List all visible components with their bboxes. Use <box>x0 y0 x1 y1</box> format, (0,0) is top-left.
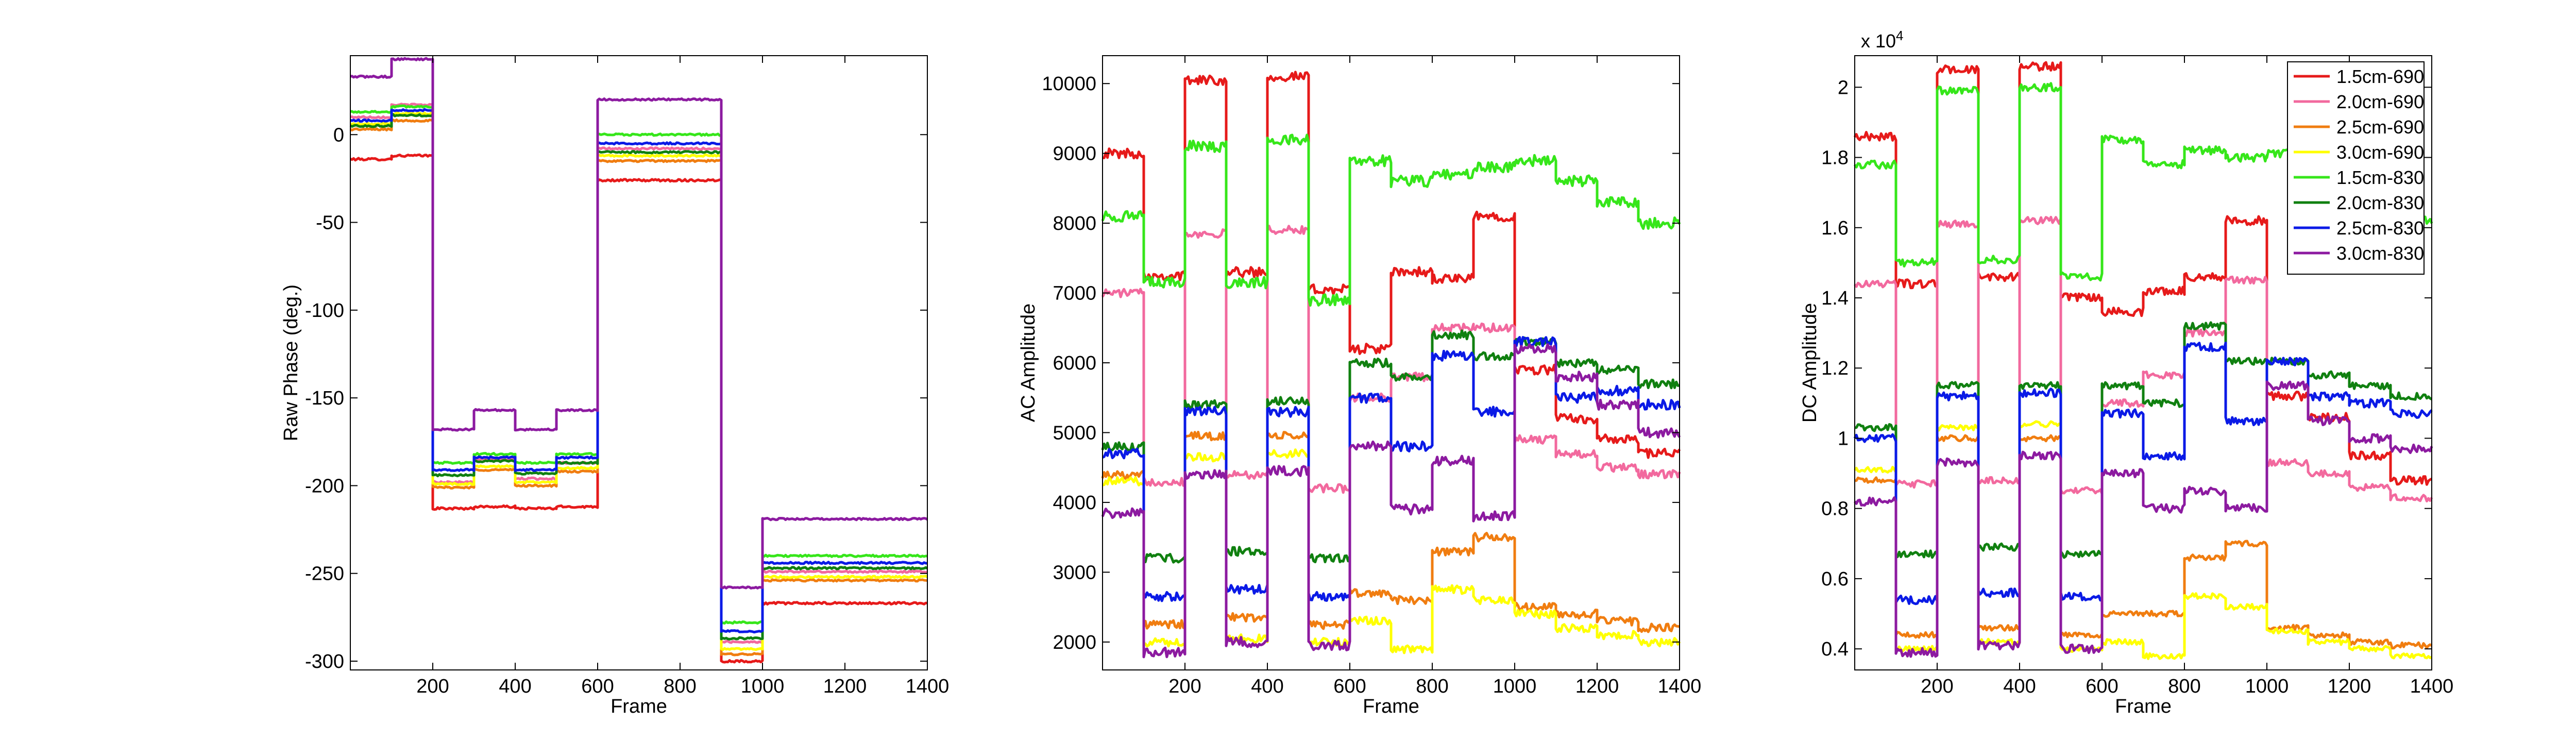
series-line-1.5cm-830 <box>1101 133 1681 307</box>
dc-amplitude-ytick-label: 0.8 <box>1821 498 1849 520</box>
ac-amplitude-axes-box <box>1102 55 1680 670</box>
dc-amplitude-ytick-label: 1 <box>1838 428 1849 449</box>
raw-phase-ticks: 200 400 600 800 1000 1200 1400 0 -50 -100 -150 -200… <box>305 56 949 697</box>
series-line-3.0cm-830 <box>1101 343 1681 659</box>
dc-amplitude-xtick-label: 400 <box>2003 676 2036 697</box>
raw-phase-ytick-label: -250 <box>305 563 344 585</box>
dc-amplitude-xtick-label: 1400 <box>2410 676 2454 697</box>
ac-amplitude-xtick-label: 600 <box>1333 676 1366 697</box>
series-line-2.0cm-830 <box>349 113 928 641</box>
dc-amplitude-xtick-label: 1200 <box>2328 676 2371 697</box>
raw-phase-xtick-label: 1000 <box>741 676 785 697</box>
legend-label-2.5cm-830: 2.5cm-830 <box>2336 217 2424 239</box>
raw-phase-xtick-label: 200 <box>416 676 449 697</box>
legend: 1.5cm-690 2.0cm-690 2.5cm-690 3.0cm-690 1.5c… <box>2287 61 2425 275</box>
series-line-3.0cm-690 <box>350 111 928 651</box>
raw-phase-ytick-label: -50 <box>316 212 344 234</box>
ac-amplitude-ticks: 200 400 600 800 1000 1200 1400 2000 3000 4000 5000… <box>1042 56 1701 697</box>
series-line-2.5cm-830 <box>1102 335 1681 602</box>
dc-amplitude-lines <box>1853 61 2433 660</box>
raw-phase-xtick-label: 800 <box>664 676 696 697</box>
dc-amplitude-ytick-label: 1.2 <box>1821 358 1849 379</box>
series-line-2.0cm-830 <box>1101 329 1680 564</box>
legend-items: 1.5cm-690 2.0cm-690 2.5cm-690 3.0cm-690 1.5c… <box>2294 66 2424 264</box>
series-line-2.5cm-690 <box>349 118 928 657</box>
raw-phase-xtick-label: 1400 <box>906 676 950 697</box>
series-line-2.5cm-830 <box>350 108 928 634</box>
ac-amplitude-ytick-label: 2000 <box>1053 632 1096 653</box>
legend-label-2.5cm-690: 2.5cm-690 <box>2336 116 2424 138</box>
ac-amplitude-xlabel: Frame <box>1363 696 1419 717</box>
dc-amplitude-ticks: 200 400 600 800 1000 1200 1400 0.4 0.6 0.8 1 1.2 1.4… <box>1821 56 2453 697</box>
series-line-2.5cm-830 <box>1853 341 2433 606</box>
series-line-3.0cm-830 <box>350 57 928 590</box>
dc-amplitude-xlabel: Frame <box>2115 696 2172 717</box>
dc-amplitude-xtick-label: 1000 <box>2245 676 2289 697</box>
raw-phase-ytick-label: -300 <box>305 651 344 673</box>
dc-amplitude-subplot: 200 400 600 800 1000 1200 1400 0.4 0.6 0.8 1 1.2 1.4… <box>1799 28 2453 717</box>
raw-phase-axes-box <box>350 55 928 670</box>
raw-phase-lines <box>349 57 928 664</box>
ac-amplitude-ytick-label: 5000 <box>1053 422 1096 444</box>
ac-amplitude-ytick-label: 7000 <box>1053 283 1096 305</box>
ac-amplitude-xtick-label: 1400 <box>1658 676 1702 697</box>
legend-label-3.0cm-830: 3.0cm-830 <box>2336 243 2424 264</box>
dc-amplitude-ytick-label: 1.8 <box>1821 147 1849 169</box>
series-line-1.5cm-690 <box>1102 71 1681 459</box>
ac-amplitude-ytick-label: 3000 <box>1053 562 1096 583</box>
ac-amplitude-xtick-label: 200 <box>1168 676 1201 697</box>
ac-amplitude-subplot: 200 400 600 800 1000 1200 1400 2000 3000 4000 5000… <box>1018 55 1701 717</box>
series-line-1.5cm-830 <box>350 104 928 625</box>
series-line-1.5cm-690 <box>350 153 928 664</box>
dc-amplitude-ylabel: DC Amplitude <box>1799 303 1821 423</box>
raw-phase-xlabel: Frame <box>611 696 667 717</box>
legend-label-1.5cm-690: 1.5cm-690 <box>2336 66 2424 87</box>
series-line-2.0cm-690 <box>1101 225 1681 494</box>
series-line-3.0cm-830 <box>1853 380 2433 658</box>
dc-amplitude-ytick-label: 1.4 <box>1821 288 1849 309</box>
dc-amplitude-xtick-label: 200 <box>1921 676 1953 697</box>
raw-phase-ylabel: Raw Phase (deg.) <box>280 284 302 441</box>
series-line-3.0cm-690 <box>1102 448 1681 654</box>
ac-amplitude-ytick-label: 10000 <box>1042 73 1096 95</box>
dc-amplitude-exponent: x 104 <box>1861 28 1904 52</box>
dc-amplitude-ytick-label: 0.6 <box>1821 568 1849 590</box>
legend-label-1.5cm-830: 1.5cm-830 <box>2336 167 2424 188</box>
raw-phase-ytick-label: -100 <box>305 300 344 322</box>
dc-amplitude-xtick-label: 800 <box>2168 676 2200 697</box>
raw-phase-ytick-label: -200 <box>305 475 344 497</box>
dc-amplitude-axes-box <box>1854 55 2432 670</box>
dc-amplitude-ytick-label: 1.6 <box>1821 217 1849 239</box>
ac-amplitude-ytick-label: 9000 <box>1053 143 1096 165</box>
series-line-2.0cm-830 <box>1854 321 2433 559</box>
ac-amplitude-ytick-label: 8000 <box>1053 213 1096 234</box>
raw-phase-xtick-label: 600 <box>581 676 614 697</box>
ac-amplitude-xtick-label: 800 <box>1416 676 1448 697</box>
ac-amplitude-lines <box>1101 71 1681 659</box>
dc-amplitude-xtick-label: 600 <box>2086 676 2118 697</box>
raw-phase-xtick-label: 400 <box>499 676 531 697</box>
raw-phase-xtick-label: 1200 <box>823 676 867 697</box>
dc-amplitude-exponent-power: 4 <box>1896 28 1903 43</box>
legend-label-2.0cm-690: 2.0cm-690 <box>2336 91 2424 112</box>
dc-amplitude-exponent-base: x 10 <box>1861 30 1896 52</box>
legend-box <box>2287 61 2425 275</box>
dc-amplitude-ytick-label: 0.4 <box>1821 639 1849 660</box>
ac-amplitude-ylabel: AC Amplitude <box>1018 304 1039 422</box>
raw-phase-subplot: 200 400 600 800 1000 1200 1400 0 -50 -100 -150 -200… <box>280 55 949 717</box>
ac-amplitude-ytick-label: 6000 <box>1053 352 1096 374</box>
series-line-2.5cm-690 <box>1854 434 2433 650</box>
series-line-2.5cm-690 <box>1101 430 1680 633</box>
legend-label-3.0cm-690: 3.0cm-690 <box>2336 142 2424 163</box>
raw-phase-ytick-label: 0 <box>333 124 344 146</box>
ac-amplitude-xtick-label: 1000 <box>1493 676 1537 697</box>
legend-label-2.0cm-830: 2.0cm-830 <box>2336 192 2424 213</box>
dc-amplitude-ytick-label: 2 <box>1838 77 1849 98</box>
ac-amplitude-ytick-label: 4000 <box>1053 492 1096 514</box>
ac-amplitude-xtick-label: 400 <box>1251 676 1283 697</box>
ac-amplitude-xtick-label: 1200 <box>1575 676 1619 697</box>
series-line-3.0cm-690 <box>1854 420 2433 660</box>
raw-phase-ytick-label: -150 <box>305 388 344 409</box>
